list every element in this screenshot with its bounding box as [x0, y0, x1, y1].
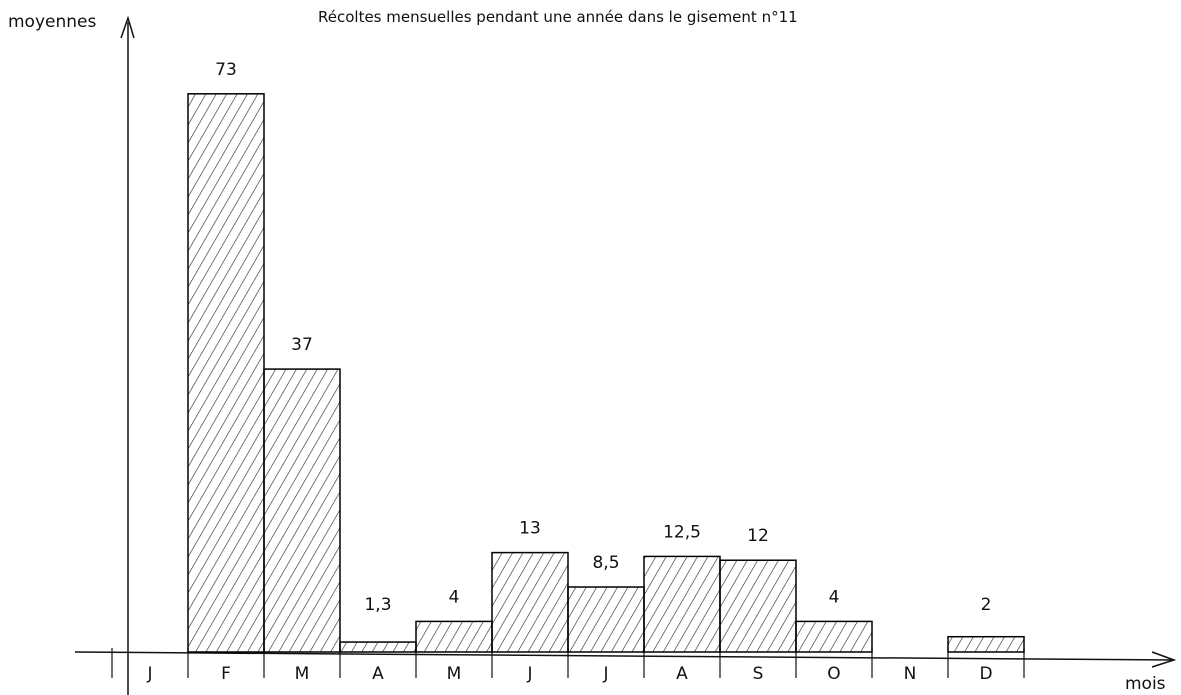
- bar: [643, 555, 721, 653]
- bar: [567, 586, 645, 653]
- x-axis-label: mois: [1125, 674, 1166, 694]
- bar: [415, 620, 493, 653]
- x-tick-label: O: [827, 664, 840, 684]
- value-label: 13: [519, 519, 541, 539]
- bar: [263, 368, 341, 653]
- x-tick-label: S: [753, 664, 764, 684]
- bar: [947, 635, 1025, 653]
- x-tick-label: D: [979, 664, 992, 684]
- value-label: 4: [449, 587, 460, 607]
- x-tick-label: F: [221, 664, 231, 684]
- y-axis-arrow: [120, 15, 135, 39]
- x-tick-label: M: [447, 664, 462, 684]
- x-axis: [74, 651, 1173, 661]
- x-tick-label: M: [295, 664, 310, 684]
- chart-title: Récoltes mensuelles pendant une année da…: [318, 8, 798, 26]
- bar: [795, 620, 873, 653]
- bar: [187, 93, 265, 653]
- value-label: 12,5: [663, 522, 701, 542]
- x-tick-label: J: [526, 664, 532, 684]
- x-tick-label: J: [146, 664, 152, 684]
- x-tick-label: A: [372, 664, 384, 684]
- value-label: 8,5: [592, 553, 619, 573]
- value-label: 37: [291, 335, 313, 355]
- bar: [719, 559, 797, 653]
- value-label: 1,3: [364, 595, 391, 615]
- x-tick-label: A: [676, 664, 688, 684]
- x-tick-label: N: [904, 664, 917, 684]
- y-axis-label: moyennes: [8, 12, 96, 32]
- x-axis-arrow: [1151, 651, 1177, 668]
- bar: [491, 551, 569, 653]
- x-tick-label: J: [602, 664, 608, 684]
- value-label: 2: [981, 595, 992, 615]
- bar: [339, 641, 417, 653]
- value-label: 73: [215, 60, 237, 80]
- value-label: 4: [829, 587, 840, 607]
- value-label: 12: [747, 526, 769, 546]
